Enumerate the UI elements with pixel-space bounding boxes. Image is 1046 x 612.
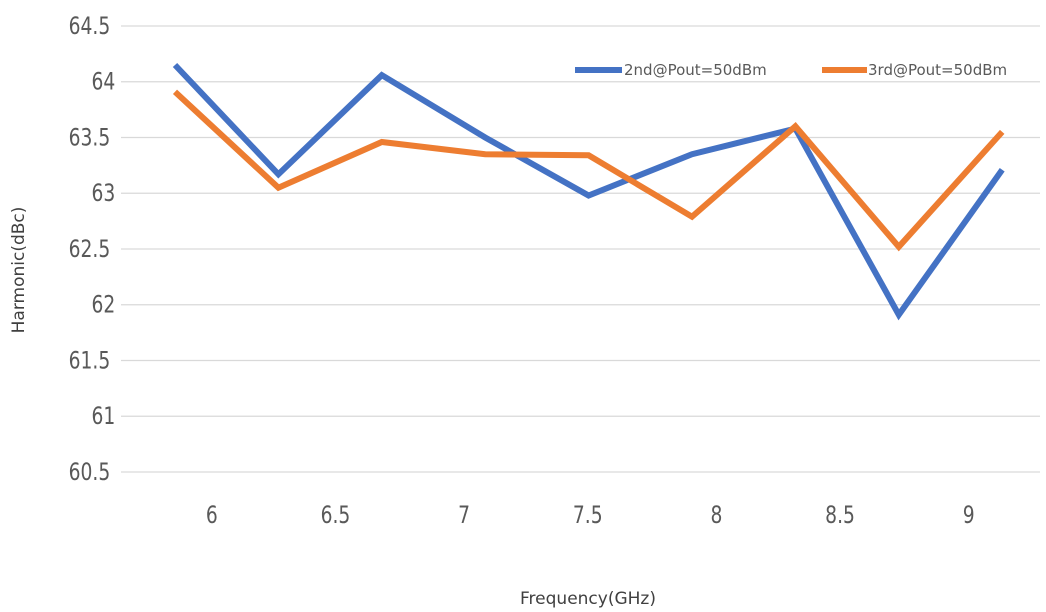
y-tick-label: 64 [91,69,115,97]
series-lines [172,62,1005,321]
x-axis-label: Frequency(GHz) [520,589,656,609]
x-axis-ticks: 66.577.588.599.510 [206,502,975,530]
series-line-2nd [172,62,1005,321]
y-tick-label: 62 [91,292,115,320]
series-line-3rd [172,89,1005,252]
legend-label-3rd: 3rd@Pout=50dBm [868,61,1007,79]
y-axis-ticks: 60.5 61 61.5 62 62.5 63 63.5 64 64.5 [69,13,116,487]
y-tick-label: 60.5 [69,459,111,487]
y-tick-label: 61.5 [69,347,111,375]
x-tick-label: 8 [710,502,722,530]
x-tick-label: 6.5 [321,502,351,530]
y-tick-label: 63.5 [69,124,111,152]
y-tick-label: 63 [91,180,115,208]
x-tick-label: 7.5 [573,502,603,530]
y-tick-label: 61 [91,403,115,431]
x-tick-label: 9 [963,502,975,530]
gridlines [121,25,1040,473]
x-tick-label: 8.5 [825,502,855,530]
y-axis-label: Harmonic(dBc) [9,207,29,334]
x-tick-label: 7 [458,502,470,530]
legend: 2nd@Pout=50dBm 3rd@Pout=50dBm [575,61,1007,79]
legend-label-2nd: 2nd@Pout=50dBm [624,61,767,79]
x-tick-label: 6 [206,502,218,530]
y-tick-label: 62.5 [69,236,111,264]
y-tick-label: 64.5 [69,13,111,41]
